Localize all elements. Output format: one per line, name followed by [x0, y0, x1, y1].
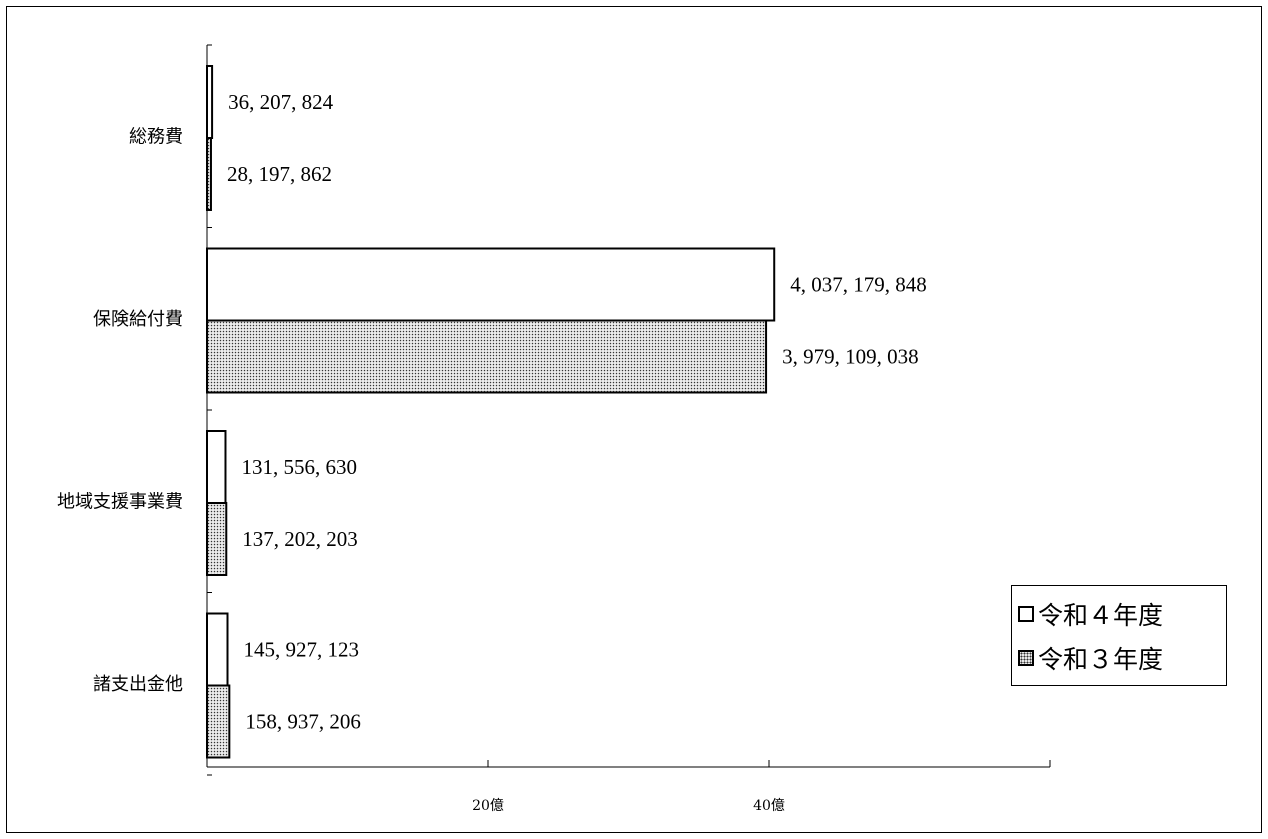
legend-item-2022: 令和４年度 — [1018, 592, 1226, 636]
legend-swatch-dotted — [1018, 650, 1034, 666]
bar — [206, 612, 229, 687]
category-label: 諸支出金他 — [93, 674, 183, 695]
legend-item-2021: 令和３年度 — [1018, 636, 1226, 680]
data-label: 3, 979, 109, 038 — [782, 345, 919, 369]
bars — [206, 65, 776, 759]
legend-label: 令和３年度 — [1038, 645, 1164, 674]
bar — [206, 684, 231, 759]
data-label: 137, 202, 203 — [242, 527, 358, 551]
x-tick-label: 20億 — [472, 798, 504, 814]
legend: 令和４年度 令和３年度 — [1011, 585, 1227, 686]
data-label: 158, 937, 206 — [245, 710, 361, 734]
labels: 20億 40億 総務費 36, 207, 824 28, 197, 862 保険給付費 4,… — [57, 90, 927, 814]
bar — [206, 247, 776, 322]
legend-swatch-white — [1018, 606, 1034, 622]
data-label: 28, 197, 862 — [227, 162, 332, 186]
x-tick-label: 40億 — [753, 798, 785, 814]
axes — [206, 44, 1051, 776]
category-label: 総務費 — [129, 126, 183, 147]
data-label: 131, 556, 630 — [241, 455, 357, 479]
data-label: 36, 207, 824 — [228, 90, 334, 114]
bar — [206, 65, 214, 139]
bar — [206, 430, 227, 504]
bar — [206, 319, 768, 394]
category-label: 保険給付費 — [93, 309, 183, 330]
data-label: 4, 037, 179, 848 — [790, 273, 927, 297]
category-label: 地域支援事業費 — [57, 491, 183, 512]
legend-label: 令和４年度 — [1038, 601, 1164, 630]
bar — [206, 502, 228, 576]
data-label: 145, 927, 123 — [244, 638, 359, 662]
bar — [206, 137, 212, 211]
